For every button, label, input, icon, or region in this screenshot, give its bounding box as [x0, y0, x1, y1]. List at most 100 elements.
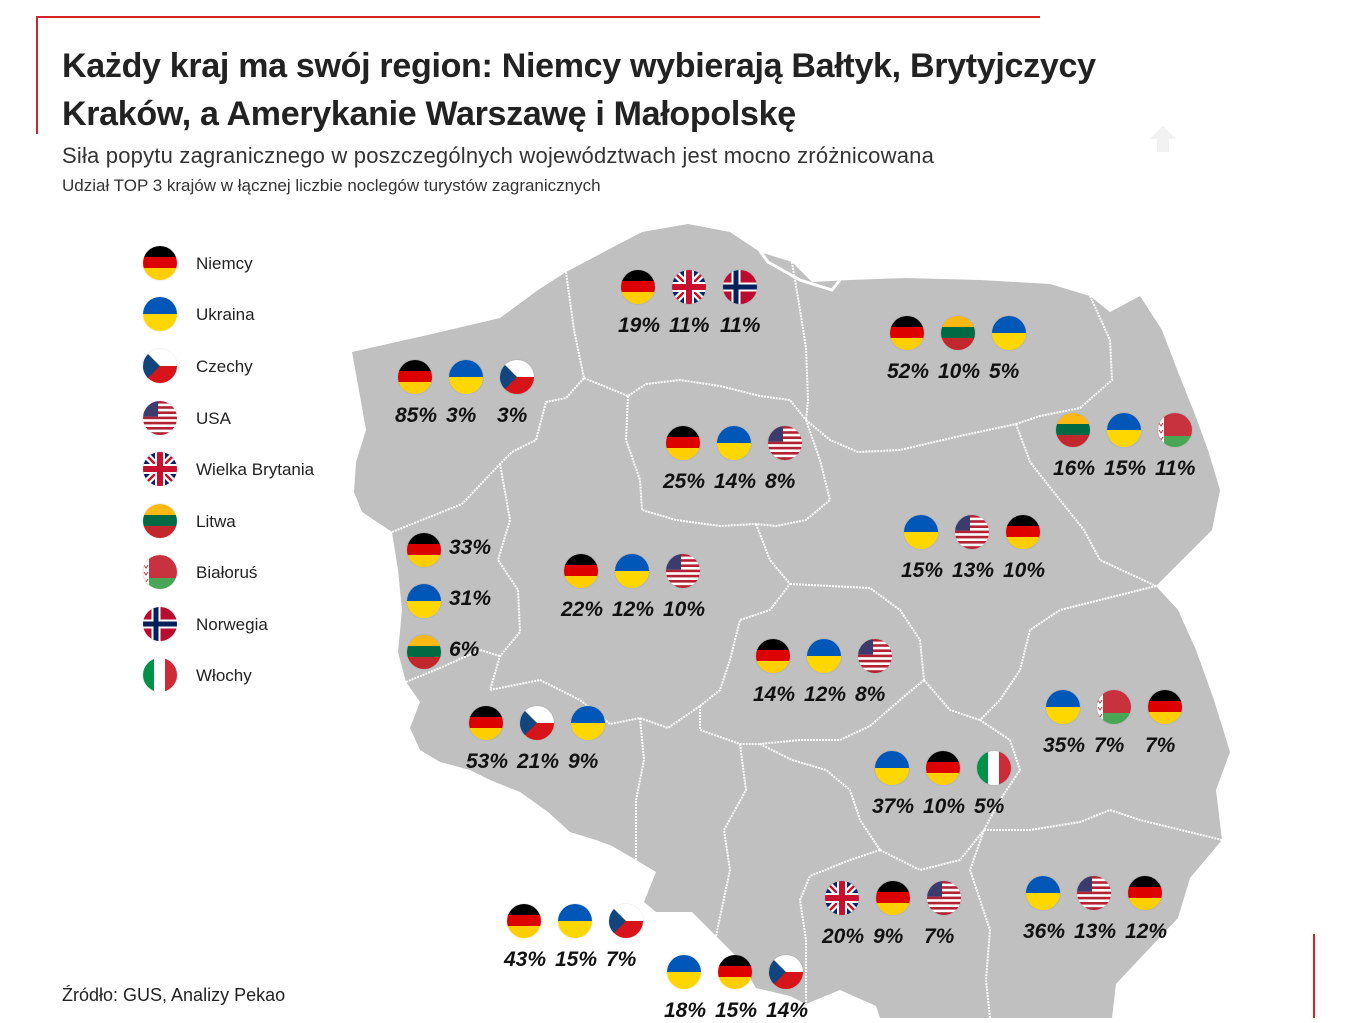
border-kujawsko-mazowieckie	[755, 419, 832, 528]
legend-label: Czechy	[196, 357, 253, 376]
flag-de-icon	[398, 360, 432, 394]
flag-ua-icon	[1046, 690, 1080, 724]
border-dolnoslaskie-opolskie	[635, 717, 646, 860]
border-lubelskie-podkarpackie	[984, 808, 1223, 841]
flag-ua-icon	[143, 297, 177, 331]
region-share-value: 13%	[952, 559, 995, 582]
region-share-value: 21%	[517, 750, 560, 773]
flag-lt-icon	[407, 635, 441, 669]
flag-ua-icon	[558, 904, 592, 938]
flag-us-icon	[143, 401, 177, 435]
flag-lt-icon	[143, 504, 177, 538]
region-share-value: 9%	[568, 750, 599, 773]
region-share-value: 85%	[395, 404, 438, 427]
coast-notch	[750, 239, 842, 292]
chart-caption: Udział TOP 3 krajów w łącznej liczbie no…	[62, 176, 601, 195]
border-swietokrzyskie-lubelskie	[979, 719, 1022, 831]
region-share-value: 14%	[766, 999, 809, 1022]
page-title: Każdy kraj ma swój region: Niemcy wybier…	[62, 47, 1096, 133]
flag-no-icon	[723, 270, 757, 304]
flag-de-icon	[507, 904, 541, 938]
region-share-value: 8%	[765, 470, 796, 493]
region-share-value: 20%	[822, 925, 865, 948]
flag-ua-icon	[1107, 413, 1141, 447]
legend-label: Włochy	[196, 666, 252, 685]
region-share-value: 22%	[561, 598, 604, 621]
region-share-value: 37%	[872, 795, 915, 818]
legend-label: Białoruś	[196, 563, 258, 582]
region-share-value: 7%	[1094, 734, 1125, 757]
region-share-value: 13%	[1074, 920, 1117, 943]
region-share-value: 36%	[1023, 920, 1066, 943]
region-share-value: 8%	[855, 683, 886, 706]
border-zachodniopomorskie-pomorskie	[499, 271, 586, 465]
region-share-value: 19%	[618, 314, 661, 337]
region-share-value: 12%	[612, 598, 655, 621]
region-share-value: 31%	[449, 587, 492, 610]
region-share-value: 10%	[938, 360, 981, 383]
flag-gb-icon	[672, 270, 706, 304]
legend-label: Norwegia	[196, 615, 268, 634]
region-share-value: 3%	[446, 404, 477, 427]
region-share-value: 14%	[753, 683, 796, 706]
border-pomorskie-kujawsko	[583, 377, 807, 421]
region-share-value: 5%	[974, 795, 1005, 818]
border-warminsko-podlaskie	[1015, 295, 1114, 425]
region-share-value: 15%	[901, 559, 944, 582]
border-mazowieckie-swietokrzyskie	[923, 679, 981, 721]
region-share-value: 3%	[497, 404, 528, 427]
flag-ua-icon	[875, 751, 909, 785]
flag-de-icon	[876, 881, 910, 915]
flag-de-icon	[890, 316, 924, 350]
flag-ua-icon	[571, 706, 605, 740]
border-malopolskie-podkarpackie	[968, 829, 992, 1018]
flag-it-icon	[143, 658, 177, 692]
flag-de-icon	[1006, 515, 1040, 549]
flag-us-icon	[858, 639, 892, 673]
region-share-value: 43%	[504, 948, 547, 971]
arrow-up-icon	[1150, 126, 1176, 152]
flag-ua-icon	[1026, 876, 1060, 910]
flag-ua-icon	[904, 515, 938, 549]
flag-de-icon	[564, 554, 598, 588]
flag-de-icon	[143, 246, 177, 280]
flag-de-icon	[666, 426, 700, 460]
frame-left-line	[36, 16, 38, 134]
border-mazowieckie-lubelskie	[979, 585, 1157, 721]
poland-outline	[352, 224, 1230, 1018]
flag-ua-icon	[992, 316, 1026, 350]
region-share-value: 15%	[715, 999, 758, 1022]
legend-label: Niemcy	[196, 254, 253, 273]
flag-cz-icon	[143, 349, 177, 383]
flag-lt-icon	[1056, 413, 1090, 447]
region-share-value: 35%	[1043, 734, 1086, 757]
border-lubuskie-wielkopolskie	[489, 463, 522, 691]
frame-top-line	[36, 16, 1040, 18]
region-share-value: 11%	[720, 314, 761, 337]
region-share-value: 7%	[606, 948, 637, 971]
flag-ua-icon	[407, 584, 441, 618]
flag-cz-icon	[520, 706, 554, 740]
region-share-value: 15%	[1104, 457, 1147, 480]
border-kujawsko-wielkopolskie	[624, 395, 757, 528]
region-share-value: 11%	[669, 314, 710, 337]
region-share-value: 12%	[804, 683, 847, 706]
flag-cz-icon	[500, 360, 534, 394]
flag-lt-icon	[941, 316, 975, 350]
flag-us-icon	[768, 426, 802, 460]
flag-de-icon	[926, 751, 960, 785]
legend-label: Wielka Brytania	[196, 460, 315, 479]
flag-ua-icon	[449, 360, 483, 394]
region-share-value: 14%	[714, 470, 757, 493]
legend-label: USA	[196, 409, 231, 428]
region-share-value: 6%	[449, 638, 480, 661]
source-note: Źródło: GUS, Analizy Pekao	[62, 985, 286, 1005]
border-zachodniopomorskie-lubuskie	[391, 463, 501, 533]
flag-ua-icon	[615, 554, 649, 588]
flag-de-icon	[621, 270, 655, 304]
flag-us-icon	[927, 881, 961, 915]
region-share-value: 10%	[1003, 559, 1046, 582]
border-lodzkie-swietokrzyskie	[759, 679, 925, 745]
region-share-value: 25%	[663, 470, 706, 493]
